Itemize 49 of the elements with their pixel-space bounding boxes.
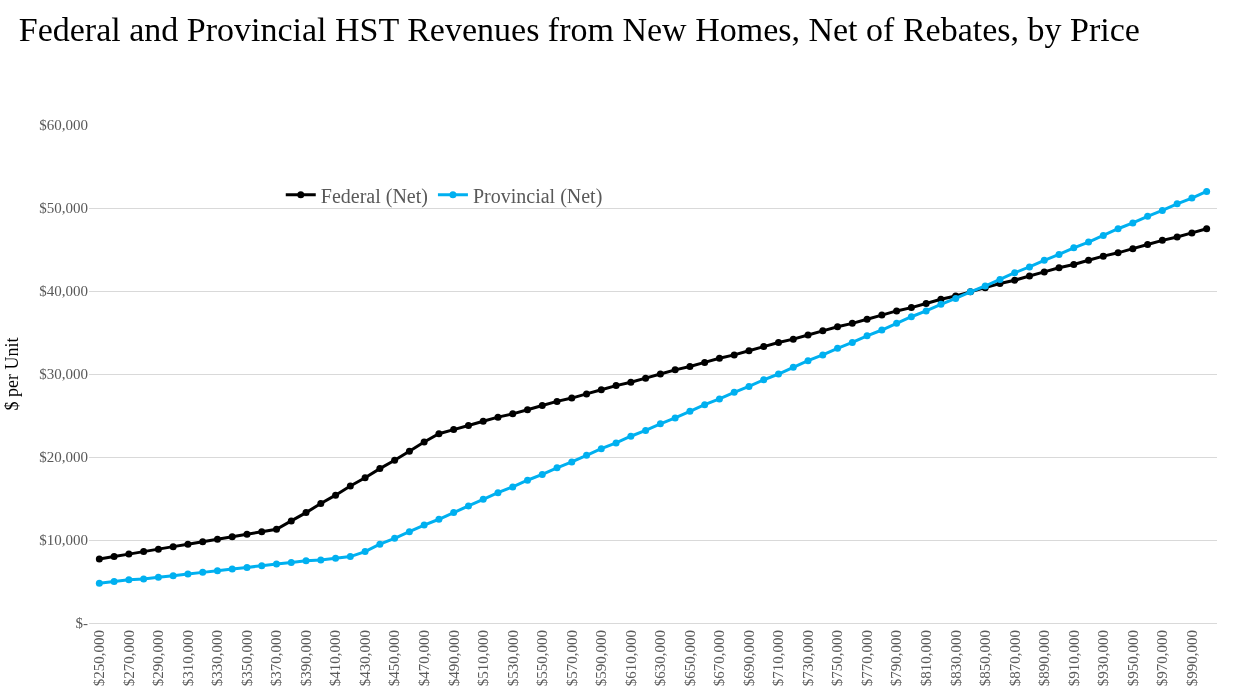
x-tick-label: $630,000 bbox=[652, 630, 669, 687]
legend-label: Provincial (Net) bbox=[472, 184, 603, 208]
x-tick-label: $310,000 bbox=[179, 630, 196, 687]
x-tick-label: $890,000 bbox=[1036, 630, 1053, 687]
x-tick-label: $750,000 bbox=[829, 630, 846, 687]
x-tick-label: $570,000 bbox=[563, 630, 580, 687]
x-tick-label: $250,000 bbox=[91, 630, 108, 687]
y-tick-label: $- bbox=[75, 615, 88, 632]
x-tick-label: $970,000 bbox=[1154, 630, 1171, 687]
x-tick-label: $670,000 bbox=[711, 630, 728, 687]
x-tick-label: $410,000 bbox=[327, 630, 344, 687]
x-tick-label: $690,000 bbox=[740, 630, 757, 687]
x-tick-label: $290,000 bbox=[150, 630, 167, 687]
x-tick-label: $350,000 bbox=[238, 630, 255, 687]
x-tick-label: $330,000 bbox=[209, 630, 226, 687]
x-tick-label: $930,000 bbox=[1095, 630, 1112, 687]
x-tick-label: $730,000 bbox=[799, 630, 816, 687]
x-tick-label: $590,000 bbox=[593, 630, 610, 687]
x-tick-label: $990,000 bbox=[1183, 630, 1200, 687]
x-tick-label: $770,000 bbox=[858, 630, 875, 687]
x-tick-label: $470,000 bbox=[416, 630, 433, 687]
legend-label: Federal (Net) bbox=[320, 184, 428, 208]
x-tick-label: $490,000 bbox=[445, 630, 462, 687]
y-tick-label: $50,000 bbox=[39, 200, 88, 217]
x-tick-label: $390,000 bbox=[297, 630, 314, 687]
x-tick-label: $830,000 bbox=[947, 630, 964, 687]
x-tick-label: $430,000 bbox=[356, 630, 373, 687]
x-tick-label: $550,000 bbox=[534, 630, 551, 687]
x-tick-label: $850,000 bbox=[977, 630, 994, 687]
x-tick-label: $370,000 bbox=[268, 630, 285, 687]
x-tick-label: $910,000 bbox=[1065, 630, 1082, 687]
x-tick-label: $790,000 bbox=[888, 630, 905, 687]
y-axis-title: $ per Unit bbox=[2, 337, 23, 411]
y-tick-label: $30,000 bbox=[39, 366, 88, 383]
x-tick-label: $710,000 bbox=[770, 630, 787, 687]
y-tick-label: $20,000 bbox=[39, 449, 88, 466]
x-tick-label: $270,000 bbox=[120, 630, 137, 687]
x-tick-label: $450,000 bbox=[386, 630, 403, 687]
x-tick-label: $610,000 bbox=[622, 630, 639, 687]
y-tick-label: $60,000 bbox=[39, 117, 88, 134]
x-tick-label: $950,000 bbox=[1124, 630, 1141, 687]
x-tick-label: $870,000 bbox=[1006, 630, 1023, 687]
x-tick-label: $530,000 bbox=[504, 630, 521, 687]
y-tick-label: $40,000 bbox=[39, 283, 88, 300]
x-tick-label: $510,000 bbox=[475, 630, 492, 687]
x-tick-label: $810,000 bbox=[918, 630, 935, 687]
y-tick-label: $10,000 bbox=[39, 532, 88, 549]
x-tick-label: $650,000 bbox=[681, 630, 698, 687]
chart-title: Federal and Provincial HST Revenues from New Homes, Net of Rebates, by Price bbox=[18, 11, 1140, 49]
